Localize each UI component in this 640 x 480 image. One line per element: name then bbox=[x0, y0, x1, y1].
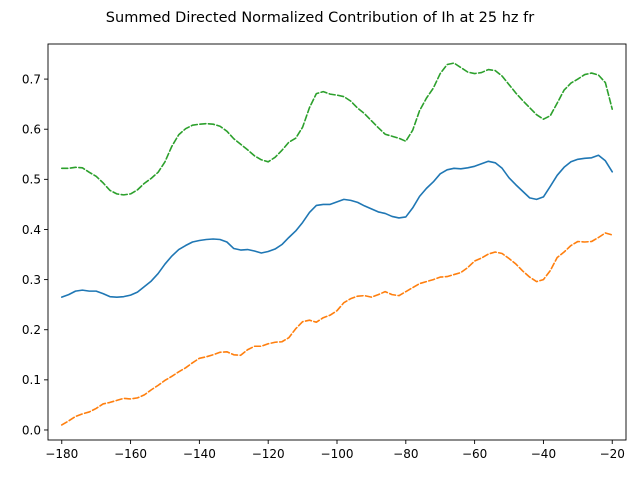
y-tick-label: 0.3 bbox=[22, 273, 41, 287]
chart-title: Summed Directed Normalized Contribution … bbox=[106, 10, 534, 26]
y-tick-label: 0.0 bbox=[22, 423, 41, 437]
y-tick-label: 0.1 bbox=[22, 373, 41, 387]
x-tick-label: −40 bbox=[531, 447, 556, 461]
y-tick-label: 0.7 bbox=[22, 72, 41, 86]
x-tick-label: −80 bbox=[393, 447, 418, 461]
y-tick-label: 0.4 bbox=[22, 223, 41, 237]
series-line-1 bbox=[60, 154, 614, 298]
x-tick-label: −160 bbox=[114, 447, 147, 461]
y-axis: 0.0 0.1 0.2 0.3 0.4 0.5 0.6 0.7 bbox=[22, 72, 48, 437]
plot-area bbox=[47, 43, 627, 441]
x-tick-label: −100 bbox=[321, 447, 354, 461]
series-layer bbox=[60, 62, 614, 426]
x-tick-label: −180 bbox=[45, 447, 78, 461]
y-tick-label: 0.2 bbox=[22, 323, 41, 337]
y-tick-label: 0.5 bbox=[22, 173, 41, 187]
x-axis: −180 −160 −140 −120 −100 −80 −60 −40 −20 bbox=[45, 440, 625, 461]
series-line-2 bbox=[60, 232, 614, 426]
x-tick-label: −120 bbox=[252, 447, 285, 461]
axes-frame bbox=[47, 43, 627, 441]
x-tick-label: −20 bbox=[600, 447, 625, 461]
x-tick-label: −60 bbox=[462, 447, 487, 461]
series-line-3 bbox=[60, 62, 614, 196]
y-tick-label: 0.6 bbox=[22, 123, 41, 137]
x-tick-label: −140 bbox=[183, 447, 216, 461]
